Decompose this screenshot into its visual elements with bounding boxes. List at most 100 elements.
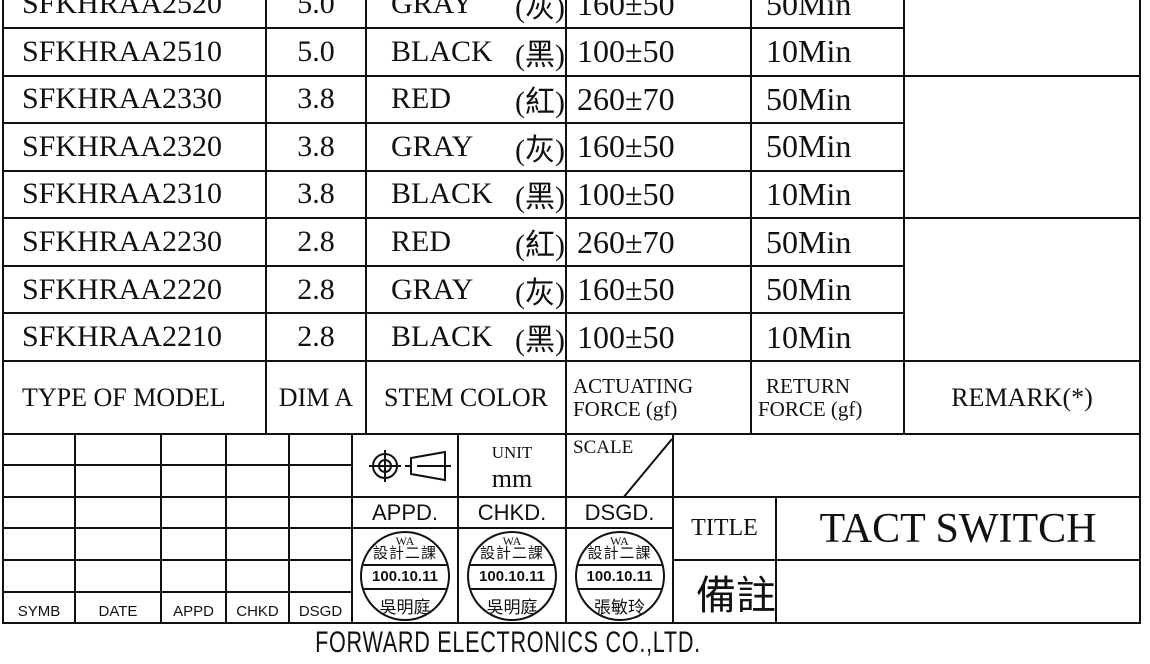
revision-cell	[2, 464, 76, 498]
actuating-force-cell: 260±70	[565, 74, 752, 124]
company-name: FORWARD ELECTRONICS CO.,LTD.	[315, 626, 701, 659]
header-line: ACTUATING	[573, 373, 694, 398]
color-name: GRAY	[391, 129, 474, 163]
title-label: TITLE	[672, 496, 777, 561]
return-force-cell: 10Min	[750, 312, 905, 362]
approval-stamp: WA 設計二課 100.10.11 吳明庭	[467, 530, 557, 621]
revision-cell	[74, 527, 162, 561]
dim-a-cell: 3.8	[265, 122, 367, 172]
model-cell: SFKHRAA2510	[2, 27, 267, 77]
revision-cell	[74, 496, 162, 529]
revision-label: DATE	[74, 591, 162, 624]
revision-cell	[160, 496, 227, 529]
approval-stamp-cell: WA 設計二課 100.10.11 張敏玲	[565, 527, 674, 624]
revision-cell	[2, 496, 76, 529]
color-name: BLACK	[391, 177, 493, 211]
color-name: BLACK	[391, 320, 493, 353]
stamp-dept: 設計二課	[479, 545, 544, 562]
unit-label: UNIT	[491, 442, 533, 462]
approval-stamp: WA 設計二課 100.10.11 張敏玲	[574, 530, 665, 621]
actuating-force-cell: 100±50	[565, 27, 752, 77]
header-line: FORCE (gf)	[758, 396, 863, 421]
stamp-dept-code: WA	[610, 533, 629, 548]
actuating-force-cell: 100±50	[565, 312, 752, 362]
stem-color-cell: GRAY (灰)	[365, 265, 567, 314]
header-line: RETURN	[766, 373, 850, 398]
remark-cell	[903, 217, 1141, 362]
revision-cell	[225, 496, 290, 529]
model-cell: SFKHRAA2220	[2, 265, 267, 314]
third-angle-projection-icon	[369, 449, 451, 482]
revision-cell	[2, 527, 76, 561]
return-force-cell: 10Min	[750, 169, 905, 219]
dim-a-cell: 3.8	[265, 169, 367, 219]
stamp-name: 吳明庭	[379, 597, 431, 617]
return-force-cell: 50Min	[750, 217, 905, 267]
revision-cell	[74, 464, 162, 498]
revision-cell	[225, 464, 290, 498]
scale-label: SCALE	[573, 437, 634, 458]
color-name-cn: (灰)	[515, 0, 565, 24]
header-remark: REMARK(*)	[903, 360, 1141, 435]
model-cell: SFKHRAA2320	[2, 122, 267, 172]
color-name: GRAY	[391, 272, 474, 306]
revision-cell	[288, 559, 353, 593]
color-name-cn: (黑)	[515, 38, 565, 72]
stamp-name: 吳明庭	[486, 597, 538, 617]
revision-cell	[225, 433, 290, 466]
revision-cell	[2, 433, 76, 466]
stem-color-cell: BLACK (黑)	[365, 169, 567, 219]
return-force-cell: 50Min	[750, 265, 905, 314]
revision-label: DSGD	[288, 591, 353, 624]
remark-cell	[903, 0, 1141, 77]
dim-a-cell: 2.8	[265, 265, 367, 314]
header-stem-color: STEM COLOR	[365, 360, 567, 435]
revision-cell	[288, 496, 353, 529]
title-block-empty-cell	[672, 433, 1141, 498]
revision-cell	[160, 433, 227, 466]
approval-label: DSGD.	[565, 496, 674, 529]
scale-slash	[622, 438, 673, 498]
approval-label: CHKD.	[457, 496, 567, 529]
header-line: FORCE (gf)	[573, 396, 678, 421]
remark-cell	[903, 74, 1141, 219]
revision-cell	[288, 464, 353, 498]
stem-color-cell: RED (紅)	[365, 217, 567, 267]
stem-color-cell: GRAY (灰)	[365, 0, 567, 29]
stem-color-cell: BLACK (黑)	[365, 312, 567, 362]
dim-a-cell: 5.0	[265, 0, 367, 29]
revision-cell	[288, 433, 353, 466]
dim-a-cell: 3.8	[265, 74, 367, 124]
projection-symbol	[351, 433, 459, 498]
revision-cell	[2, 559, 76, 593]
approval-stamp: WA 設計二課 100.10.11 吳明庭	[360, 530, 450, 621]
stamp-dept: 設計二課	[587, 545, 652, 562]
stem-color-cell: RED (紅)	[365, 74, 567, 124]
model-cell: SFKHRAA2210	[2, 312, 267, 362]
unit-cell: UNIT mm	[457, 433, 567, 498]
revision-label: SYMB	[2, 591, 76, 624]
return-force-cell: 50Min	[750, 122, 905, 172]
revision-label: CHKD	[225, 591, 290, 624]
unit-value: mm	[491, 463, 533, 493]
actuating-force-cell: 160±50	[565, 265, 752, 314]
header-actuating-force: ACTUATING FORCE (gf)	[565, 360, 752, 435]
return-force-cell: 50Min	[750, 0, 905, 29]
model-cell: SFKHRAA2230	[2, 217, 267, 267]
stamp-dept: 設計二課	[372, 545, 437, 562]
revision-cell	[74, 559, 162, 593]
header-type-of-model: TYPE OF MODEL	[2, 360, 267, 435]
color-name: GRAY	[391, 0, 474, 20]
color-name: RED	[391, 82, 451, 116]
model-cell: SFKHRAA2330	[2, 74, 267, 124]
remark-label: 備註	[672, 559, 777, 624]
revision-cell	[160, 527, 227, 561]
color-name: RED	[391, 225, 451, 258]
return-force-cell: 50Min	[750, 74, 905, 124]
approval-stamp-cell: WA 設計二課 100.10.11 吳明庭	[351, 527, 459, 624]
model-cell: SFKHRAA2520	[2, 0, 267, 29]
color-name-cn: (紅)	[515, 86, 565, 120]
actuating-force-cell: 160±50	[565, 0, 752, 29]
model-cell: SFKHRAA2310	[2, 169, 267, 219]
dim-a-cell: 5.0	[265, 27, 367, 77]
